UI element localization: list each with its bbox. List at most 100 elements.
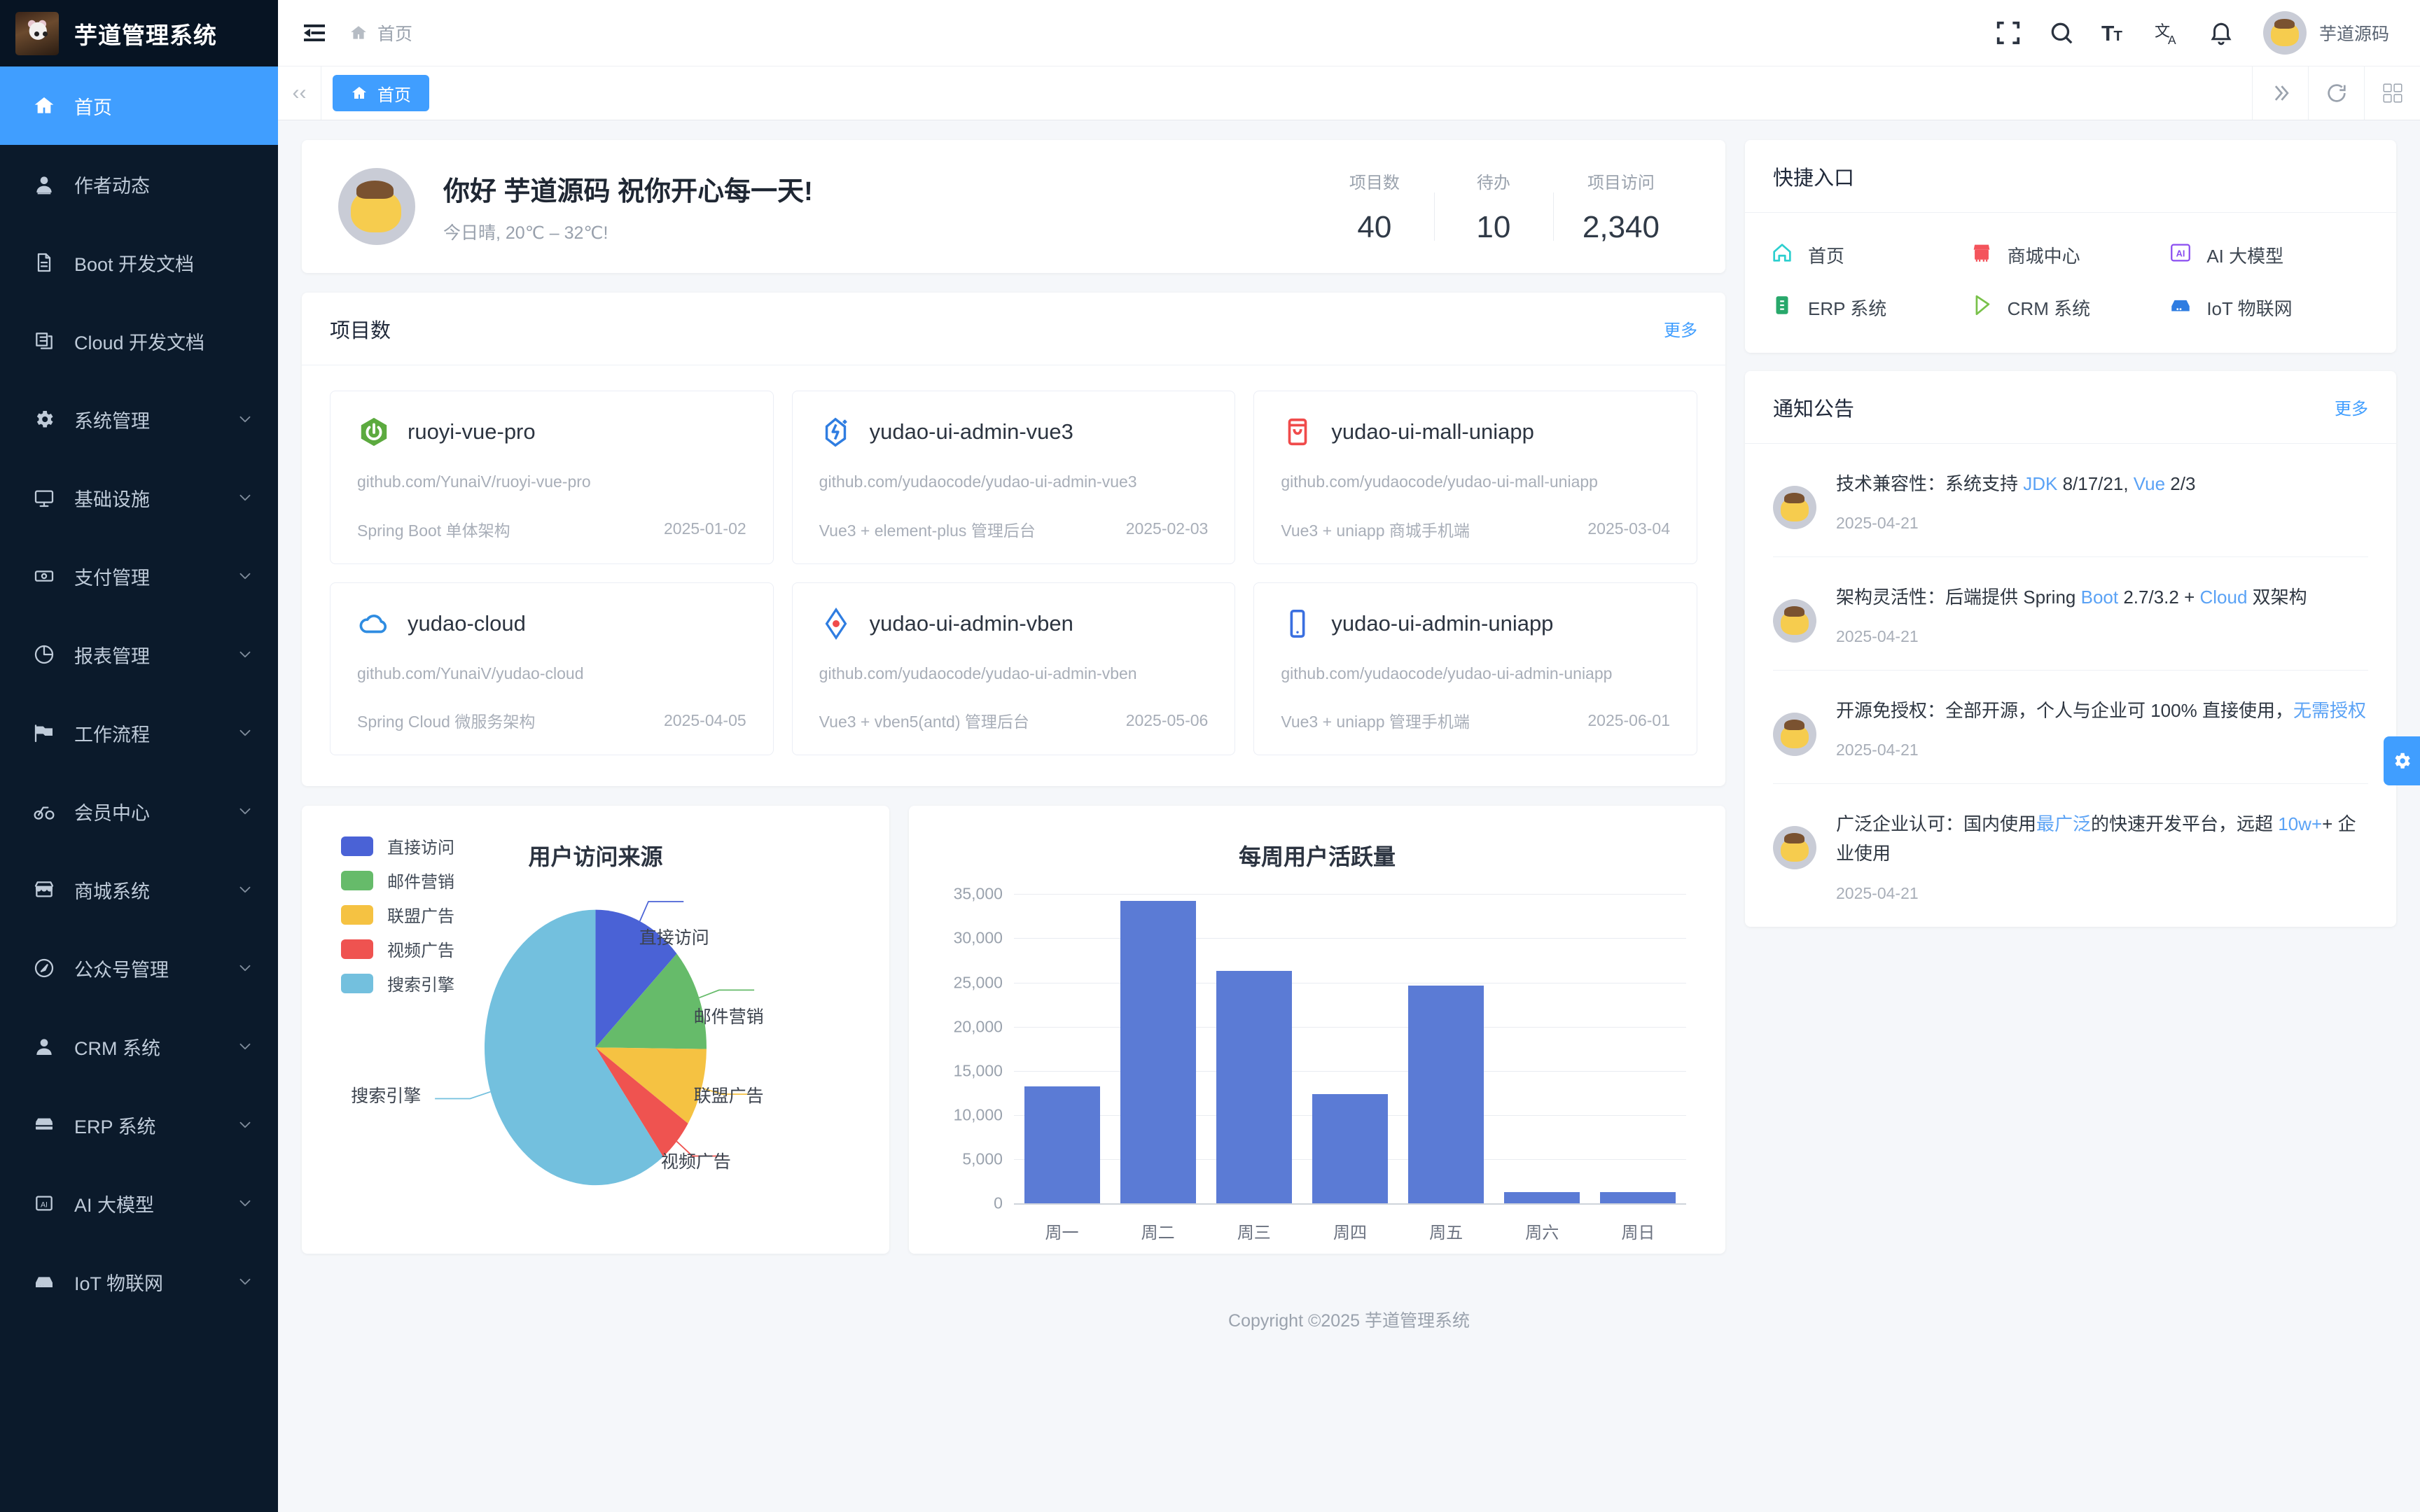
sidebar-item-3[interactable]: Cloud 开发文档 xyxy=(0,302,278,380)
quick-access-item-2[interactable]: AI AI 大模型 xyxy=(2169,241,2368,270)
quick-access-label: CRM 系统 xyxy=(2007,298,2091,319)
project-card-5[interactable]: yudao-ui-admin-uniapp github.com/yudaoco… xyxy=(1253,582,1698,756)
notice-item-0[interactable]: 技术兼容性：系统支持 JDK 8/17/21, Vue 2/3 2025-04-… xyxy=(1773,444,2368,558)
brand[interactable]: 芋道管理系统 xyxy=(0,0,278,66)
pie-slice-0[interactable] xyxy=(595,909,677,1048)
chevron-double-left-icon[interactable]: ‹‹ xyxy=(278,66,321,120)
notice-item-2[interactable]: 开源免授权：全部开源，个人与企业可 100% 直接使用，无需授权 2025-04… xyxy=(1773,671,2368,785)
sidebar-item-4[interactable]: 系统管理 xyxy=(0,380,278,458)
tab-0[interactable]: 首页 xyxy=(333,75,429,111)
font-size-icon[interactable]: T T xyxy=(2088,6,2141,59)
sidebar-item-label: Cloud 开发文档 xyxy=(74,332,205,354)
pikachu-avatar-icon xyxy=(338,168,415,245)
pie-slice-4[interactable] xyxy=(484,909,663,1186)
x-tick-label-4: 周五 xyxy=(1429,1224,1463,1243)
pie-legend-item-0[interactable]: 直接访问 xyxy=(341,834,454,858)
sidebar-item-14[interactable]: AI AI 大模型 xyxy=(0,1164,278,1242)
sidebar: 芋道管理系统 首页 作者动态 Boot 开发文档 Cloud 开发文档 系统管理… xyxy=(0,0,278,1512)
notice-item-1[interactable]: 架构灵活性：后端提供 Spring Boot 2.7/3.2 + Cloud 双… xyxy=(1773,557,2368,671)
project-desc: Vue3 + element-plus 管理后台 xyxy=(819,521,1036,540)
projects-more-link[interactable]: 更多 xyxy=(1664,321,1697,340)
sidebar-item-12[interactable]: CRM 系统 xyxy=(0,1007,278,1086)
sidebar-item-9[interactable]: 会员中心 xyxy=(0,772,278,850)
collapse-menu-icon[interactable] xyxy=(300,19,328,47)
sidebar-item-10[interactable]: 商城系统 xyxy=(0,850,278,929)
erp-green-icon xyxy=(1770,293,1794,322)
sidebar-item-15[interactable]: IoT 物联网 xyxy=(0,1242,278,1321)
legend-swatch xyxy=(341,870,373,890)
bar-4[interactable] xyxy=(1408,986,1484,1204)
pie-slice-2[interactable] xyxy=(595,1047,707,1124)
quick-access-item-4[interactable]: CRM 系统 xyxy=(1970,293,2169,322)
search-icon[interactable] xyxy=(2035,6,2088,59)
quick-access-item-5[interactable]: IoT 物联网 xyxy=(2169,293,2368,322)
sidebar-item-11[interactable]: 公众号管理 xyxy=(0,929,278,1007)
bar-6[interactable] xyxy=(1600,1191,1676,1204)
refresh-icon[interactable] xyxy=(2308,66,2364,120)
project-footer: Vue3 + uniapp 商城手机端 2025-03-04 xyxy=(1281,517,1670,541)
notice-item-3[interactable]: 广泛企业认可：国内使用最广泛的快速开发平台，远超 10w++ 企业使用 2025… xyxy=(1773,784,2368,926)
pie-leader-2 xyxy=(701,1087,758,1096)
grid-layout-icon[interactable] xyxy=(2364,66,2420,120)
pie-legend-item-1[interactable]: 邮件营销 xyxy=(341,868,454,892)
pie-leader-3 xyxy=(676,1141,728,1157)
sidebar-item-5[interactable]: 基础设施 xyxy=(0,458,278,537)
gridline-15000: 15,000 xyxy=(954,1061,1686,1079)
dashboard-right-column: 快捷入口 首页 商城中心 AI AI 大模型 ERP 系统 CRM 系统 IoT… xyxy=(1745,140,2396,927)
breadcrumb[interactable]: 首页 xyxy=(349,20,412,46)
gear-icon xyxy=(2395,752,2410,769)
bar-1[interactable] xyxy=(1120,900,1196,1204)
project-date: 2025-05-06 xyxy=(1125,710,1209,729)
bar-0[interactable] xyxy=(1024,1086,1100,1204)
bicycle-icon xyxy=(32,799,56,823)
stat-label: 项目访问 xyxy=(1587,173,1655,192)
sidebar-item-7[interactable]: 报表管理 xyxy=(0,615,278,694)
pie-slice-3[interactable] xyxy=(595,1047,688,1157)
sidebar-item-8[interactable]: 工作流程 xyxy=(0,694,278,772)
project-desc: Vue3 + uniapp 商城手机端 xyxy=(1281,521,1470,540)
breadcrumb-label: 首页 xyxy=(377,24,413,44)
x-tick-label-5: 周六 xyxy=(1525,1224,1559,1243)
bar-5[interactable] xyxy=(1504,1191,1580,1204)
fullscreen-icon[interactable] xyxy=(1982,6,2035,59)
pie-slice-1[interactable] xyxy=(595,953,707,1049)
bar-2[interactable] xyxy=(1216,970,1292,1204)
pie-legend-item-4[interactable]: 搜索引擎 xyxy=(341,971,454,995)
notice-body: 广泛企业认可：国内使用最广泛的快速开发平台，远超 10w++ 企业使用 2025… xyxy=(1836,809,2368,902)
sidebar-item-2[interactable]: Boot 开发文档 xyxy=(0,223,278,302)
copy-document-icon xyxy=(32,329,56,353)
quick-access-grid: 首页 商城中心 AI AI 大模型 ERP 系统 CRM 系统 IoT 物联网 xyxy=(1745,213,2396,353)
settings-fab-button[interactable] xyxy=(2384,736,2420,785)
quick-access-item-0[interactable]: 首页 xyxy=(1770,241,1970,270)
project-card-3[interactable]: yudao-cloud github.com/YunaiV/yudao-clou… xyxy=(330,582,774,756)
sidebar-item-0[interactable]: 首页 xyxy=(0,66,278,145)
project-header: ruoyi-vue-pro xyxy=(357,415,746,449)
notices-more-link[interactable]: 更多 xyxy=(2335,400,2368,419)
sidebar-item-13[interactable]: ERP 系统 xyxy=(0,1086,278,1164)
pie-legend-item-3[interactable]: 视频广告 xyxy=(341,937,454,961)
sidebar-item-label: CRM 系统 xyxy=(74,1037,160,1059)
bell-icon[interactable] xyxy=(2195,6,2248,59)
pie-legend-item-2[interactable]: 联盟广告 xyxy=(341,902,454,927)
stat-value: 2,340 xyxy=(1582,209,1660,244)
quick-access-item-1[interactable]: 商城中心 xyxy=(1970,241,2169,270)
legend-label: 联盟广告 xyxy=(387,907,454,927)
legend-label: 邮件营销 xyxy=(387,873,454,892)
sidebar-item-1[interactable]: 作者动态 xyxy=(0,145,278,223)
project-url: github.com/yudaocode/yudao-ui-admin-vben xyxy=(819,664,1137,682)
bar-slot-1: 周二 xyxy=(1110,894,1206,1242)
bar-slot-6: 周日 xyxy=(1590,894,1686,1242)
user-menu[interactable]: 芋道源码 xyxy=(2248,11,2396,55)
quick-access-item-3[interactable]: ERP 系统 xyxy=(1770,293,1970,322)
sidebar-item-6[interactable]: 支付管理 xyxy=(0,537,278,615)
quick-access-header: 快捷入口 xyxy=(1745,140,2396,213)
notices-header: 通知公告 更多 xyxy=(1745,371,2396,444)
project-card-0[interactable]: ruoyi-vue-pro github.com/YunaiV/ruoyi-vu… xyxy=(330,391,774,564)
project-card-4[interactable]: yudao-ui-admin-vben github.com/yudaocode… xyxy=(791,582,1236,756)
chevron-double-right-icon[interactable] xyxy=(2252,66,2308,120)
project-card-1[interactable]: yudao-ui-admin-vue3 github.com/yudaocode… xyxy=(791,391,1236,564)
bar-3[interactable] xyxy=(1312,1094,1388,1204)
compass-icon xyxy=(32,956,56,980)
project-card-2[interactable]: yudao-ui-mall-uniapp github.com/yudaocod… xyxy=(1253,391,1698,564)
translate-icon[interactable]: 文 A xyxy=(2141,6,2195,59)
